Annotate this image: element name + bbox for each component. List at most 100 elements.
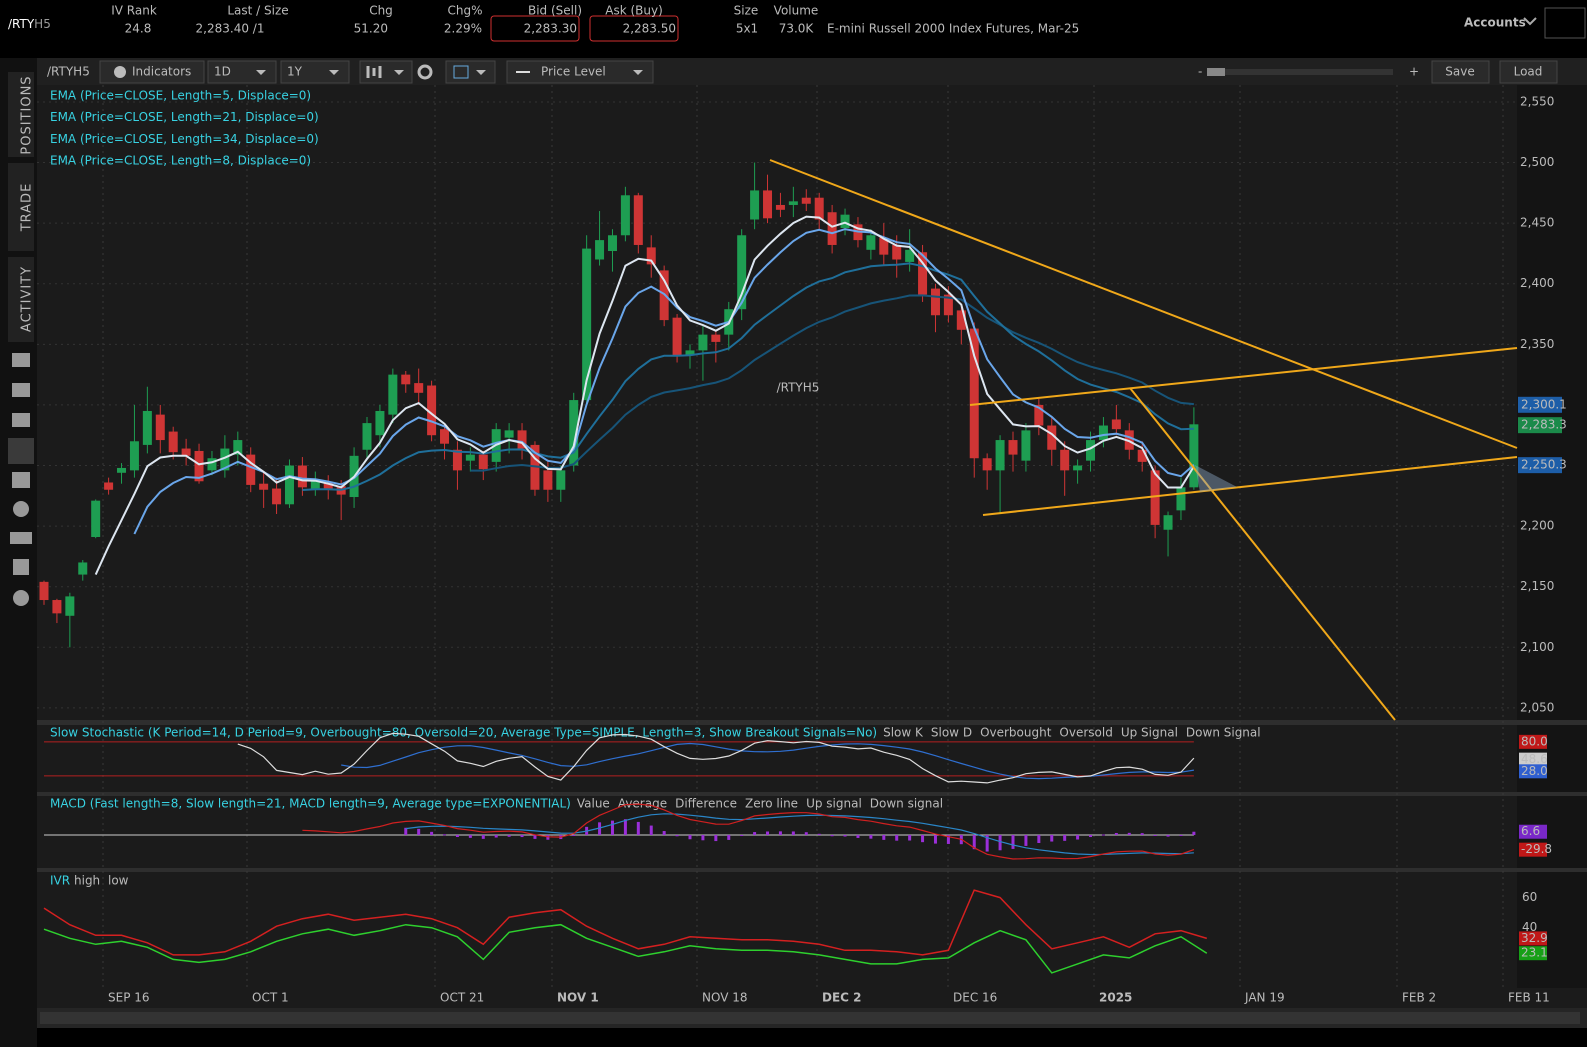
macd-hist: [1114, 832, 1118, 835]
description: E-mini Russell 2000 Index Futures, Mar-2…: [827, 22, 1079, 36]
zoom-out[interactable]: -: [1198, 65, 1202, 79]
ema-line: [470, 294, 1194, 472]
scroll-thumb[interactable]: [40, 1012, 1580, 1024]
icon[interactable]: [10, 532, 32, 544]
dropdown-icon: [633, 70, 643, 75]
macd-hist: [856, 834, 860, 838]
candle-body: [698, 334, 708, 351]
indicators-button[interactable]: [99, 60, 205, 84]
save-button[interactable]: [1431, 60, 1490, 84]
interval-select[interactable]: [207, 60, 277, 84]
macd-average: [405, 813, 1194, 856]
candle-body: [284, 465, 294, 505]
ivr-tick-label: 40: [1522, 920, 1537, 934]
value-badge-label: 28.0: [1521, 764, 1548, 778]
indicators-label: Indicators: [132, 65, 191, 79]
candle-body: [918, 252, 928, 295]
candle-body: [775, 204, 785, 210]
icon[interactable]: [12, 472, 30, 488]
nav-button[interactable]: [1544, 7, 1586, 39]
candle-body: [246, 454, 256, 485]
tab[interactable]: [8, 257, 34, 342]
price-badge-label: 2,250.3: [1521, 458, 1567, 472]
field-value: 5x1: [736, 22, 758, 36]
candle-body: [569, 400, 579, 466]
price-badge: [1518, 457, 1562, 474]
candle-body: [452, 449, 462, 471]
value-badge-label: 6.6: [1521, 824, 1540, 838]
candle-body: [129, 441, 139, 471]
icon[interactable]: [13, 559, 29, 575]
ask-box[interactable]: [589, 15, 679, 42]
legend-item: Down signal: [870, 797, 943, 811]
icon[interactable]: [12, 413, 30, 427]
macd-hist: [572, 834, 576, 836]
candle-body: [595, 240, 605, 260]
tab[interactable]: [8, 72, 34, 157]
zoom-slider[interactable]: [1207, 69, 1393, 75]
drawing-icon: [453, 65, 469, 79]
candle-body: [1008, 440, 1018, 455]
zoom-thumb[interactable]: [1207, 68, 1225, 76]
macd-hist: [649, 825, 653, 835]
field-label: Last / Size: [227, 4, 288, 18]
icon[interactable]: [13, 501, 29, 517]
separator: [37, 792, 1587, 796]
dropdown-icon: [476, 70, 486, 75]
macd-hist: [714, 834, 718, 842]
candle-body: [905, 249, 915, 262]
price-level-select[interactable]: [506, 60, 654, 84]
drawing-select[interactable]: [445, 60, 496, 84]
style-select[interactable]: [359, 60, 413, 84]
zoom-in[interactable]: +: [1409, 65, 1419, 79]
macd-hist: [1024, 834, 1028, 846]
macd-hist: [417, 828, 421, 835]
macd-hist: [507, 834, 511, 837]
y-tick-label: 2,100: [1520, 640, 1554, 654]
bid-box[interactable]: [490, 15, 580, 42]
settings-icon[interactable]: [417, 64, 433, 80]
load-button[interactable]: [1499, 60, 1558, 84]
candle-body: [1124, 430, 1134, 450]
candle-body: [582, 248, 592, 401]
field-label: Bid (Sell): [528, 4, 582, 18]
candle-body: [142, 410, 152, 445]
candle-body: [504, 430, 514, 438]
candle-body: [930, 288, 940, 316]
field-label: Size: [734, 4, 759, 18]
candle-body: [879, 237, 889, 255]
candle-body: [866, 235, 876, 250]
accounts[interactable]: Accounts: [1464, 16, 1526, 30]
y-tick-label: 2,350: [1520, 337, 1554, 351]
candle-body: [814, 197, 824, 220]
candle-body: [414, 383, 424, 393]
value-badge: [1519, 734, 1547, 749]
macd-hist: [481, 834, 485, 839]
icon[interactable]: [13, 590, 29, 606]
value-badge: [1519, 842, 1547, 857]
macd-hist: [1101, 834, 1105, 836]
value-badge: [1519, 946, 1547, 961]
macd-hist: [701, 834, 705, 841]
legend-item: low: [108, 874, 129, 888]
slow-k-line: [237, 732, 1195, 784]
macd-hist: [455, 834, 459, 838]
range-select[interactable]: [280, 60, 350, 84]
icon[interactable]: [12, 383, 30, 397]
candle-body: [117, 467, 127, 473]
symbol-month: H5: [34, 17, 51, 31]
icon-active[interactable]: [8, 438, 34, 464]
candle-body: [685, 350, 695, 356]
icon[interactable]: [12, 353, 30, 367]
study-title: MACD (Fast length=8, Slow length=21, MAC…: [50, 797, 571, 811]
candle-body: [1176, 487, 1186, 511]
value-badge-label: 32.9: [1521, 931, 1548, 945]
macd-hist: [946, 834, 950, 844]
macd-hist: [1089, 834, 1093, 838]
candle-body: [1189, 424, 1199, 488]
value-badge-label: 23.1: [1521, 946, 1548, 960]
tab[interactable]: [8, 163, 34, 251]
candle-body: [620, 195, 630, 236]
macd-hist: [494, 834, 498, 838]
